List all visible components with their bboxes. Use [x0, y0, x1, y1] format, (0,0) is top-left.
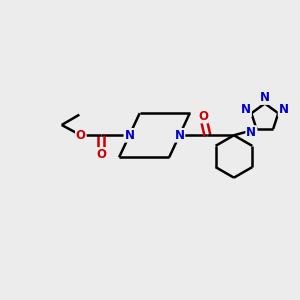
Text: N: N	[124, 129, 134, 142]
Text: N: N	[246, 126, 256, 139]
Text: O: O	[76, 129, 86, 142]
Text: N: N	[241, 103, 251, 116]
Text: N: N	[279, 103, 289, 116]
Text: O: O	[96, 148, 106, 161]
Text: N: N	[174, 129, 184, 142]
Text: O: O	[198, 110, 208, 123]
Text: N: N	[260, 91, 270, 104]
